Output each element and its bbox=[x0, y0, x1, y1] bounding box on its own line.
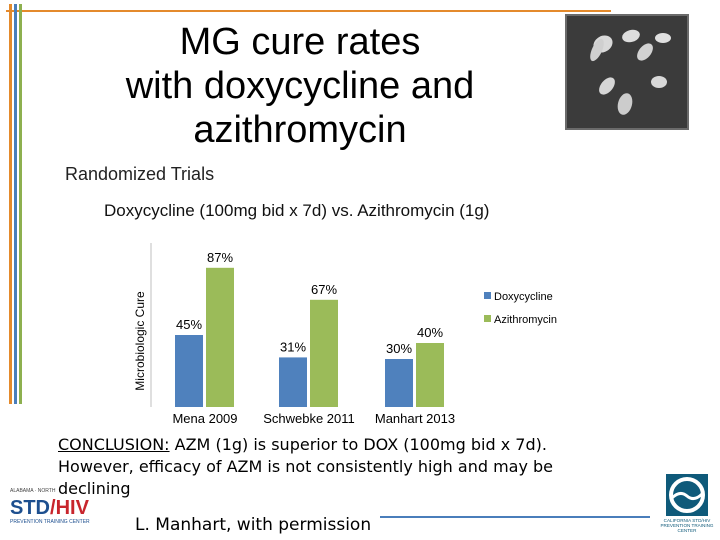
bar-doxycycline-manhart bbox=[385, 359, 413, 407]
conclusion-line-1: CONCLUSION: AZM (1g) is superior to DOX … bbox=[58, 434, 638, 456]
frame-top-line bbox=[6, 10, 611, 12]
bar-azithromycin-schwebke bbox=[310, 299, 338, 407]
logo-right-text: CALIFORNIA STD/HIV PREVENTION TRAINING C… bbox=[660, 518, 714, 533]
microscope-image bbox=[565, 14, 689, 130]
logo-std-hiv-wordmark: STD/HIV bbox=[10, 497, 89, 520]
wave-logo-icon bbox=[666, 474, 708, 516]
bar-azithromycin-mena bbox=[206, 267, 234, 407]
bar-doxycycline-mena bbox=[175, 335, 203, 407]
bacteria-micrograph-icon bbox=[567, 16, 687, 128]
category-label-mena: Mena 2009 bbox=[172, 411, 237, 426]
logo-left-top-text: ALABAMA · NORTH bbox=[10, 488, 56, 494]
conclusion-line-1-rest: AZM (1g) is superior to DOX (100mg bid x… bbox=[169, 435, 547, 454]
california-ptc-logo: CALIFORNIA STD/HIV PREVENTION TRAINING C… bbox=[660, 472, 714, 538]
cure-rate-bar-chart: Microbiologic Cure 45% 87% Mena 2009 31%… bbox=[133, 243, 557, 426]
logo-std-text: STD bbox=[10, 497, 50, 519]
y-axis-label: Microbiologic Cure bbox=[133, 291, 147, 391]
logo-slash-icon: / bbox=[50, 497, 56, 519]
label-azithromycin-manhart: 40% bbox=[417, 325, 443, 340]
logo-hiv-text: HIV bbox=[55, 497, 89, 519]
subtitle-comparison: Doxycycline (100mg bid x 7d) vs. Azithro… bbox=[104, 201, 490, 220]
title-line-2: with doxycycline and bbox=[125, 65, 475, 107]
bar-azithromycin-manhart bbox=[416, 343, 444, 407]
legend-swatch-azithromycin bbox=[484, 315, 491, 322]
label-doxycycline-mena: 45% bbox=[176, 317, 202, 332]
title-line-3: azithromycin bbox=[193, 109, 407, 151]
category-group-manhart: 30% 40% Manhart 2013 bbox=[375, 325, 455, 426]
category-group-schwebke: 31% 67% Schwebke 2011 bbox=[263, 282, 355, 426]
subtitle-randomized-trials: Randomized Trials bbox=[65, 164, 215, 184]
conclusion-text: CONCLUSION: AZM (1g) is superior to DOX … bbox=[58, 434, 638, 500]
frame-left-orange bbox=[9, 4, 12, 404]
label-doxycycline-manhart: 30% bbox=[386, 341, 412, 356]
category-label-schwebke: Schwebke 2011 bbox=[263, 411, 355, 426]
conclusion-line-2: However, efficacy of AZM is not consiste… bbox=[58, 457, 554, 476]
credit-text: L. Manhart, with permission bbox=[135, 515, 372, 535]
slide-title: MG cure rates with doxycycline and azith… bbox=[60, 20, 540, 152]
title-line-1: MG cure rates bbox=[179, 21, 421, 63]
std-hiv-ptc-logo: ALABAMA · NORTH STD/HIV PREVENTION TRAIN… bbox=[2, 486, 90, 526]
chart-legend: Doxycycline Azithromycin bbox=[484, 291, 557, 326]
conclusion-label: CONCLUSION: bbox=[58, 435, 170, 454]
frame-left-blue bbox=[14, 4, 17, 404]
label-azithromycin-schwebke: 67% bbox=[311, 282, 337, 297]
legend-label-doxycycline: Doxycycline bbox=[494, 291, 553, 303]
category-label-manhart: Manhart 2013 bbox=[375, 411, 455, 426]
label-azithromycin-mena: 87% bbox=[207, 250, 233, 265]
logo-left-bottom-text: PREVENTION TRAINING CENTER bbox=[10, 519, 90, 525]
legend-label-azithromycin: Azithromycin bbox=[494, 314, 557, 326]
conclusion-line-3: declining bbox=[58, 479, 131, 498]
frame-left-green bbox=[19, 4, 22, 404]
category-group-mena: 45% 87% Mena 2009 bbox=[172, 250, 237, 426]
frame-bottom-line bbox=[380, 516, 650, 518]
label-doxycycline-schwebke: 31% bbox=[280, 339, 306, 354]
legend-swatch-doxycycline bbox=[484, 292, 491, 299]
bar-doxycycline-schwebke bbox=[279, 357, 307, 407]
